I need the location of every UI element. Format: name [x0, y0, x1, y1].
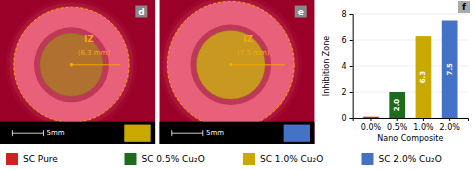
scale-label: 5mm: [206, 129, 224, 137]
tick-label: 6: [342, 36, 347, 45]
color-swatch: [124, 125, 150, 142]
bars: [363, 21, 457, 119]
center-dot: [229, 63, 233, 67]
tick-mark: [423, 118, 424, 121]
bar-chart: 0 2 4 6 8 0.0% 0.5% 1.0% 2.0% 2.0 6.3 7.5: [342, 10, 469, 132]
inhibition-zone: [14, 7, 129, 122]
axis-line: [353, 119, 468, 122]
panel-label: f: [462, 2, 466, 12]
tick-mark: [449, 118, 450, 121]
inhibition-zone: [167, 1, 294, 128]
photo-background: [0, 0, 155, 144]
measure-line: [231, 64, 285, 65]
tick-label: 1.0%: [413, 123, 434, 132]
tick-mark: [350, 14, 353, 15]
tick-mark: [350, 92, 353, 93]
scale-bar: [12, 133, 43, 134]
bar: [363, 117, 379, 118]
halo-ring: [166, 0, 295, 129]
x-tick: 1.0%: [413, 118, 434, 132]
bar: [416, 36, 432, 118]
scale-label: 5mm: [47, 129, 65, 137]
legend-swatch: [243, 153, 255, 165]
scale-bar-end: [43, 130, 44, 136]
axis-line: [350, 15, 354, 119]
halo-ring: [13, 6, 131, 124]
tick-mark: [350, 66, 353, 67]
x-axis: 0.0% 0.5% 1.0% 2.0%: [353, 118, 468, 132]
scale-bar-end: [171, 130, 172, 136]
scale-bar: [172, 133, 203, 134]
figure: IZ (6.3 mm) 5mm d IZ (7.5 mm) 5mm e 0 2 4 6 8 0.0% 0.5…: [0, 0, 474, 170]
y-tick: 2: [342, 88, 353, 97]
data-label: 6.3: [419, 71, 427, 84]
legend: SC Pure SC 0.5% Cu₂O SC 1.0% Cu₂O SC 2.0% C…: [6, 153, 442, 165]
y-axis: 0 2 4 6 8: [342, 10, 354, 123]
scale-bar-end: [202, 130, 203, 136]
tick-mark: [350, 118, 353, 119]
x-axis-title: Nano Composite: [377, 134, 443, 143]
tick-label: 8: [342, 10, 347, 19]
info-bar: [159, 122, 314, 144]
tick-label: 0.0%: [361, 123, 382, 132]
measure-line: [71, 64, 120, 65]
legend-swatch: [362, 153, 374, 165]
legend-label: SC 2.0% Cu₂O: [379, 154, 442, 164]
zone-value: (6.3 mm): [78, 49, 111, 57]
data-label: 2.0: [393, 99, 401, 112]
halo-ring: [163, 0, 299, 133]
x-tick: 0.0%: [361, 118, 382, 132]
y-axis-title: Inhibition Zone: [322, 36, 331, 96]
zone-label: IZ: [243, 34, 253, 44]
legend-swatch: [6, 153, 18, 165]
y-tick: 6: [342, 36, 353, 45]
tick-mark: [350, 40, 353, 41]
y-tick: 8: [342, 10, 353, 19]
color-swatch: [284, 125, 310, 142]
legend-label: SC 0.5% Cu₂O: [142, 154, 205, 164]
panel-label-box: [458, 1, 470, 13]
zone-value: (7.5 mm): [237, 49, 270, 57]
legend-label: SC Pure: [23, 154, 58, 164]
tick-label: 2.0%: [439, 123, 460, 132]
panel-label: e: [298, 7, 304, 17]
y-tick: 0: [342, 114, 353, 123]
panel-label-box: [135, 6, 147, 18]
photo-texts: IZ (6.3 mm) 5mm d: [47, 6, 148, 138]
panel-label: d: [138, 7, 144, 17]
grid: [353, 14, 468, 118]
legend-swatch: [125, 153, 137, 165]
grid-line: [353, 14, 468, 15]
legend-label: SC 1.0% Cu₂O: [260, 154, 323, 164]
tick-label: 0: [342, 114, 347, 123]
tick-mark: [371, 118, 372, 121]
tick-label: 0.5%: [387, 123, 408, 132]
halo-ring: [6, 0, 137, 130]
y-tick: 4: [342, 62, 353, 71]
bar: [389, 92, 405, 118]
x-tick: 2.0%: [439, 118, 460, 132]
halo-ring: [9, 3, 133, 127]
data-labels: 2.0 6.3 7.5: [393, 63, 453, 111]
data-label: 7.5: [446, 63, 454, 76]
x-tick: 0.5%: [387, 118, 408, 132]
panel-label-box: [295, 6, 307, 18]
halo-ring: [159, 0, 302, 136]
scale-bar-end: [12, 130, 13, 136]
bar: [442, 21, 458, 119]
tick-label: 4: [342, 62, 347, 71]
center-dot: [70, 63, 74, 67]
photo-panel: [159, 0, 314, 144]
tick-mark: [397, 118, 398, 121]
photo-texts: IZ (7.5 mm) 5mm e: [206, 6, 307, 138]
tick-label: 2: [342, 88, 347, 97]
zone-label: IZ: [84, 34, 94, 44]
photo-panel: [0, 0, 155, 144]
info-bar: [0, 122, 155, 144]
